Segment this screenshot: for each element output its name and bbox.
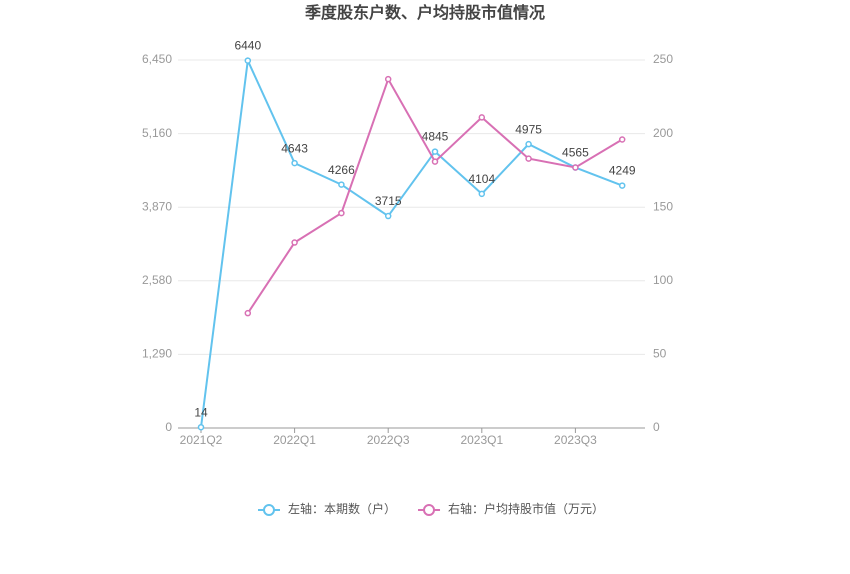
y-tick-label: 6,450 bbox=[142, 52, 172, 66]
y-tick-label: 3,870 bbox=[142, 199, 172, 213]
point bbox=[291, 239, 298, 246]
x-tick-label: 2022Q1 bbox=[273, 433, 316, 447]
x-tick-label: 2023Q3 bbox=[554, 433, 597, 447]
point bbox=[197, 423, 205, 431]
y2-tick-label: 250 bbox=[653, 52, 673, 66]
data-label: 4565 bbox=[562, 146, 589, 160]
legend-item: 左轴：本期数（户） bbox=[258, 501, 396, 516]
point bbox=[384, 212, 392, 220]
legend-label: 右轴：户均持股市值（万元） bbox=[448, 501, 604, 516]
point bbox=[618, 136, 626, 143]
data-label: 4104 bbox=[468, 172, 495, 186]
data-label: 4845 bbox=[422, 130, 449, 144]
x-tick-label: 2022Q3 bbox=[367, 433, 410, 447]
point bbox=[244, 309, 252, 317]
data-label: 4643 bbox=[281, 141, 308, 155]
legend-marker bbox=[423, 504, 436, 516]
point bbox=[291, 159, 298, 167]
y-tick-label: 2,580 bbox=[142, 273, 172, 287]
data-label: 14 bbox=[194, 405, 208, 419]
y2-tick-label: 200 bbox=[653, 126, 673, 140]
data-label: 4266 bbox=[328, 163, 355, 177]
y-tick-label: 1,290 bbox=[142, 347, 172, 361]
y2-tick-label: 50 bbox=[653, 347, 667, 361]
point bbox=[525, 155, 532, 162]
legend-label: 左轴：本期数（户） bbox=[288, 501, 396, 516]
series-line bbox=[200, 56, 623, 428]
point bbox=[478, 190, 486, 198]
point bbox=[338, 209, 345, 217]
data-label: 6440 bbox=[234, 39, 261, 53]
point bbox=[431, 148, 439, 155]
point bbox=[478, 114, 486, 121]
x-tick-label: 2021Q2 bbox=[180, 433, 223, 447]
data-label: 3715 bbox=[375, 194, 402, 208]
y-tick-label: 0 bbox=[165, 420, 172, 434]
point bbox=[338, 181, 345, 188]
chart-title: 季度股东户数、户均持股市值情况 bbox=[304, 3, 545, 22]
y-tick-label: 5,160 bbox=[142, 126, 172, 140]
data-label: 4249 bbox=[609, 164, 636, 178]
y2-tick-label: 0 bbox=[653, 420, 660, 434]
y2-tick-label: 150 bbox=[653, 199, 673, 213]
series-line bbox=[246, 76, 623, 314]
point bbox=[431, 158, 439, 165]
legend-marker bbox=[263, 504, 275, 516]
point bbox=[244, 57, 252, 64]
point bbox=[572, 164, 579, 171]
point bbox=[618, 182, 626, 189]
legend-item: 右轴：户均持股市值（万元） bbox=[418, 501, 604, 516]
point bbox=[525, 140, 532, 148]
x-tick-label: 2023Q1 bbox=[460, 433, 503, 447]
point bbox=[384, 75, 392, 83]
y2-tick-label: 100 bbox=[653, 273, 673, 287]
data-label: 4975 bbox=[515, 122, 542, 136]
